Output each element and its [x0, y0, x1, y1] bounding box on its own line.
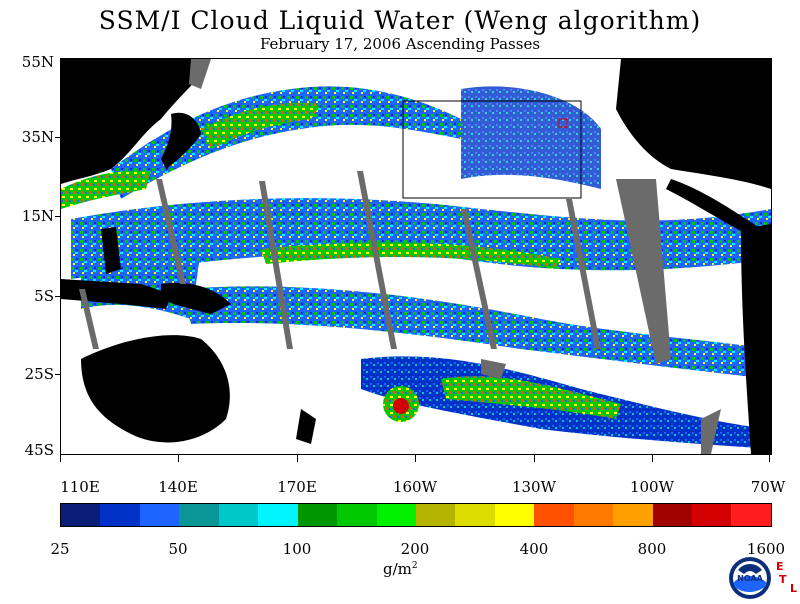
colorbar-tick-label: 50	[168, 540, 188, 558]
colorbar-tick-label: 1600	[746, 540, 786, 558]
colorbar-segment	[692, 504, 732, 526]
cloud-band-south-core	[441, 376, 621, 419]
swath-gap	[616, 179, 671, 364]
colorbar-segment	[573, 504, 614, 526]
colorbar-segment	[337, 504, 377, 526]
lab-letter: T	[779, 573, 787, 586]
chart-subtitle: February 17, 2006 Ascending Passes	[259, 35, 541, 53]
chart-title: SSM/I Cloud Liquid Water (Weng algorithm…	[98, 6, 702, 35]
inset-box-small	[558, 118, 568, 128]
lat-tick	[55, 374, 60, 375]
cloud-band-tropics	[71, 198, 771, 279]
lon-tick	[769, 454, 770, 462]
lon-tick	[652, 454, 653, 462]
land-south-america	[741, 224, 771, 454]
lon-tick	[415, 454, 416, 462]
swath-gap	[156, 179, 186, 284]
colorbar-segment	[652, 504, 692, 526]
colorbar-segment	[179, 504, 219, 526]
lat-label: 35N	[21, 128, 54, 146]
land-mask-gray	[189, 59, 211, 89]
land-indonesia	[61, 279, 171, 309]
land-asia	[61, 59, 211, 184]
lat-label: 25S	[24, 365, 54, 383]
colorbar-units: g/m2	[383, 560, 418, 578]
land-mask-gray	[481, 359, 506, 379]
colorbar-tick-label: 400	[519, 540, 549, 558]
noaa-logo-icon: NOAA	[728, 556, 772, 600]
land-new-guinea	[161, 282, 231, 314]
cloud-band-kuroshio	[61, 170, 151, 209]
colorbar-segment	[613, 504, 653, 526]
colorbar-segment	[376, 504, 416, 526]
lon-label: 170E	[277, 478, 317, 496]
colorbar-segment	[61, 504, 101, 526]
lon-label: 100W	[629, 478, 675, 496]
swath-gap	[357, 171, 397, 349]
noaa-logo-graphic: NOAA	[729, 557, 771, 599]
colorbar-segment	[139, 504, 180, 526]
lat-label: 15N	[21, 207, 54, 225]
lat-tick	[55, 216, 60, 217]
lat-label: 45S	[24, 441, 54, 459]
lon-label: 160W	[392, 478, 438, 496]
land-japan	[161, 112, 201, 169]
swath-gap	[566, 199, 601, 349]
lab-letter: L	[790, 582, 798, 595]
lat-tick	[55, 137, 60, 138]
swath-gap	[259, 181, 293, 349]
lon-tick	[60, 454, 61, 462]
lon-label: 130W	[511, 478, 557, 496]
colorbar-tick-label: 800	[637, 540, 667, 558]
colorbar-segment	[218, 504, 259, 526]
swath-gaps	[79, 59, 721, 454]
cloud-band-itcz	[261, 242, 561, 269]
colorbar-segment	[494, 504, 535, 526]
colorbar-segment	[534, 504, 574, 526]
logo-text: NOAA	[737, 574, 763, 583]
storm-core	[393, 398, 409, 414]
lab-letter: E	[776, 560, 784, 573]
lon-tick	[178, 454, 179, 462]
colorbar-segment	[258, 504, 298, 526]
swath-gap	[461, 209, 497, 349]
cloud-band-north-core	[201, 102, 321, 149]
cloud-band-ne-pacific	[461, 86, 601, 189]
cloud-band-north	[111, 86, 461, 199]
colorbar	[60, 503, 772, 527]
lon-tick	[534, 454, 535, 462]
lat-label: 5S	[34, 287, 54, 305]
land-philippines	[101, 227, 121, 274]
cloud-band-spcz	[181, 286, 771, 379]
colorbar-segment	[455, 504, 495, 526]
colorbar-segment	[731, 504, 771, 526]
land-north-america	[616, 59, 771, 189]
lat-tick	[55, 296, 60, 297]
units-exponent: 2	[411, 561, 418, 571]
map-canvas	[61, 59, 771, 454]
lon-label: 70W	[750, 478, 786, 496]
swath-gap	[79, 289, 99, 349]
lon-label: 140E	[158, 478, 198, 496]
land-masses	[61, 59, 771, 454]
lon-tick	[297, 454, 298, 462]
colorbar-segment	[415, 504, 456, 526]
units-text: g/m	[383, 560, 412, 578]
colorbar-segment	[100, 504, 140, 526]
land-australia	[81, 335, 230, 443]
lon-label: 110E	[60, 478, 100, 496]
inset-box	[402, 100, 582, 199]
land-central-america	[666, 179, 761, 239]
colorbar-tick-label: 200	[400, 540, 430, 558]
land-new-zealand	[296, 409, 316, 444]
colorbar-segment	[297, 504, 338, 526]
colorbar-tick-label: 25	[50, 540, 70, 558]
lat-label: 55N	[21, 53, 54, 71]
colorbar-tick-label: 100	[282, 540, 312, 558]
swath-gap	[701, 409, 721, 454]
cloud-water-map	[60, 58, 772, 455]
